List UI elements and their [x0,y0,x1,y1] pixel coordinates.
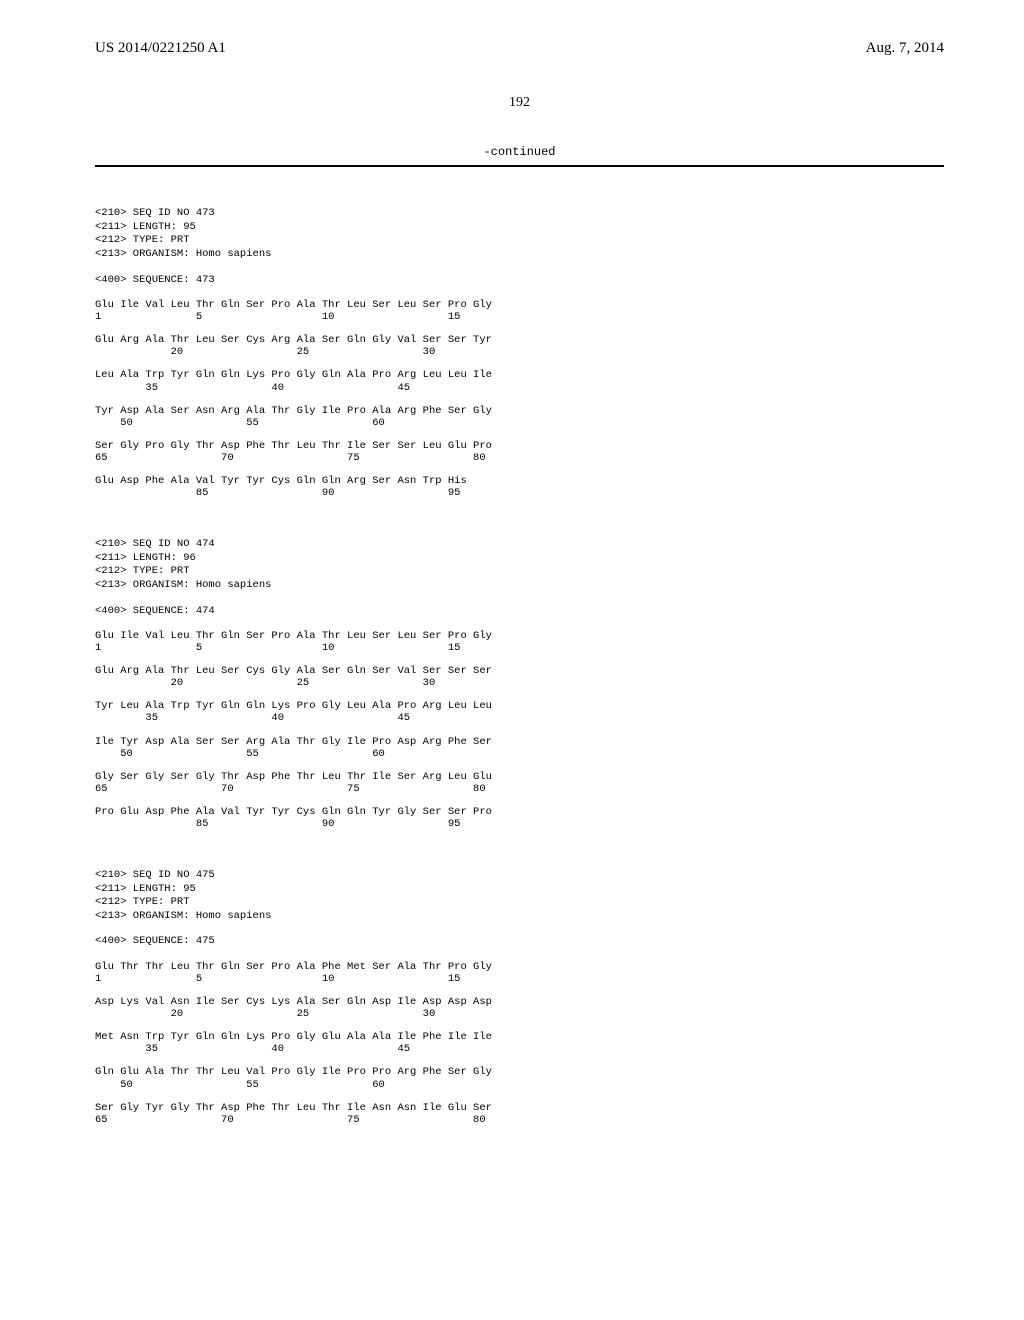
continued-label: -continued [95,145,944,159]
sequence-row: Glu Arg Ala Thr Leu Ser Cys Gly Ala Ser … [95,665,944,689]
sequence-row: Glu Thr Thr Leu Thr Gln Ser Pro Ala Phe … [95,961,944,985]
position-number-line: 85 90 95 [95,818,944,830]
position-number-line: 65 70 75 80 [95,1114,944,1126]
sequence-label: <400> SEQUENCE: 474 [95,605,944,619]
position-number-line: 1 5 10 15 [95,311,944,323]
sequence-row: Glu Arg Ala Thr Leu Ser Cys Arg Ala Ser … [95,334,944,358]
publication-number: US 2014/0221250 A1 [95,40,226,57]
position-number-line: 20 25 30 [95,677,944,689]
position-number-line: 50 55 60 [95,417,944,429]
position-number-line: 20 25 30 [95,346,944,358]
position-number-line: 1 5 10 15 [95,642,944,654]
page-header: US 2014/0221250 A1 Aug. 7, 2014 [95,40,944,57]
sequence-row: Gln Glu Ala Thr Thr Leu Val Pro Gly Ile … [95,1066,944,1090]
sequence-row: Gly Ser Gly Ser Gly Thr Asp Phe Thr Leu … [95,771,944,795]
sequence-label: <400> SEQUENCE: 475 [95,935,944,949]
amino-acid-line: Gln Glu Ala Thr Thr Leu Val Pro Gly Ile … [95,1066,944,1078]
position-number-line: 50 55 60 [95,1079,944,1091]
sequence-row: Leu Ala Trp Tyr Gln Gln Lys Pro Gly Gln … [95,369,944,393]
position-number-line: 1 5 10 15 [95,973,944,985]
sequence-row: Glu Ile Val Leu Thr Gln Ser Pro Ala Thr … [95,630,944,654]
sequence-row: Ser Gly Pro Gly Thr Asp Phe Thr Leu Thr … [95,440,944,464]
sequence-row: Glu Ile Val Leu Thr Gln Ser Pro Ala Thr … [95,299,944,323]
amino-acid-line: Ser Gly Pro Gly Thr Asp Phe Thr Leu Thr … [95,440,944,452]
amino-acid-line: Ile Tyr Asp Ala Ser Ser Arg Ala Thr Gly … [95,736,944,748]
sequence-row: Asp Lys Val Asn Ile Ser Cys Lys Ala Ser … [95,996,944,1020]
sequence-row: Tyr Asp Ala Ser Asn Arg Ala Thr Gly Ile … [95,405,944,429]
sequence-row: Ser Gly Tyr Gly Thr Asp Phe Thr Leu Thr … [95,1102,944,1126]
amino-acid-line: Ser Gly Tyr Gly Thr Asp Phe Thr Leu Thr … [95,1102,944,1114]
position-number-line: 20 25 30 [95,1008,944,1020]
position-number-line: 85 90 95 [95,487,944,499]
amino-acid-line: Glu Ile Val Leu Thr Gln Ser Pro Ala Thr … [95,299,944,311]
position-number-line: 50 55 60 [95,748,944,760]
amino-acid-line: Glu Asp Phe Ala Val Tyr Tyr Cys Gln Gln … [95,475,944,487]
position-number-line: 35 40 45 [95,382,944,394]
amino-acid-line: Glu Ile Val Leu Thr Gln Ser Pro Ala Thr … [95,630,944,642]
amino-acid-line: Glu Arg Ala Thr Leu Ser Cys Arg Ala Ser … [95,334,944,346]
sequence-row: Tyr Leu Ala Trp Tyr Gln Gln Lys Pro Gly … [95,700,944,724]
sequence-metadata: <210> SEQ ID NO 473 <211> LENGTH: 95 <21… [95,207,944,262]
sequence-row: Ile Tyr Asp Ala Ser Ser Arg Ala Thr Gly … [95,736,944,760]
publication-date: Aug. 7, 2014 [866,40,944,57]
sequence-metadata: <210> SEQ ID NO 475 <211> LENGTH: 95 <21… [95,869,944,924]
position-number-line: 35 40 45 [95,712,944,724]
sequence-row: Glu Asp Phe Ala Val Tyr Tyr Cys Gln Gln … [95,475,944,499]
horizontal-rule [95,165,944,167]
position-number-line: 65 70 75 80 [95,452,944,464]
patent-page: US 2014/0221250 A1 Aug. 7, 2014 192 -con… [0,0,1024,1320]
position-number-line: 65 70 75 80 [95,783,944,795]
sequence-metadata: <210> SEQ ID NO 474 <211> LENGTH: 96 <21… [95,538,944,593]
amino-acid-line: Asp Lys Val Asn Ile Ser Cys Lys Ala Ser … [95,996,944,1008]
amino-acid-line: Tyr Asp Ala Ser Asn Arg Ala Thr Gly Ile … [95,405,944,417]
page-number: 192 [95,95,944,111]
amino-acid-line: Pro Glu Asp Phe Ala Val Tyr Tyr Cys Gln … [95,806,944,818]
sequence-label: <400> SEQUENCE: 473 [95,274,944,288]
amino-acid-line: Met Asn Trp Tyr Gln Gln Lys Pro Gly Glu … [95,1031,944,1043]
sequence-listing: <210> SEQ ID NO 473 <211> LENGTH: 95 <21… [95,193,944,1151]
position-number-line: 35 40 45 [95,1043,944,1055]
sequence-row: Pro Glu Asp Phe Ala Val Tyr Tyr Cys Gln … [95,806,944,830]
sequence-row: Met Asn Trp Tyr Gln Gln Lys Pro Gly Glu … [95,1031,944,1055]
amino-acid-line: Tyr Leu Ala Trp Tyr Gln Gln Lys Pro Gly … [95,700,944,712]
amino-acid-line: Glu Thr Thr Leu Thr Gln Ser Pro Ala Phe … [95,961,944,973]
amino-acid-line: Leu Ala Trp Tyr Gln Gln Lys Pro Gly Gln … [95,369,944,381]
amino-acid-line: Gly Ser Gly Ser Gly Thr Asp Phe Thr Leu … [95,771,944,783]
amino-acid-line: Glu Arg Ala Thr Leu Ser Cys Gly Ala Ser … [95,665,944,677]
